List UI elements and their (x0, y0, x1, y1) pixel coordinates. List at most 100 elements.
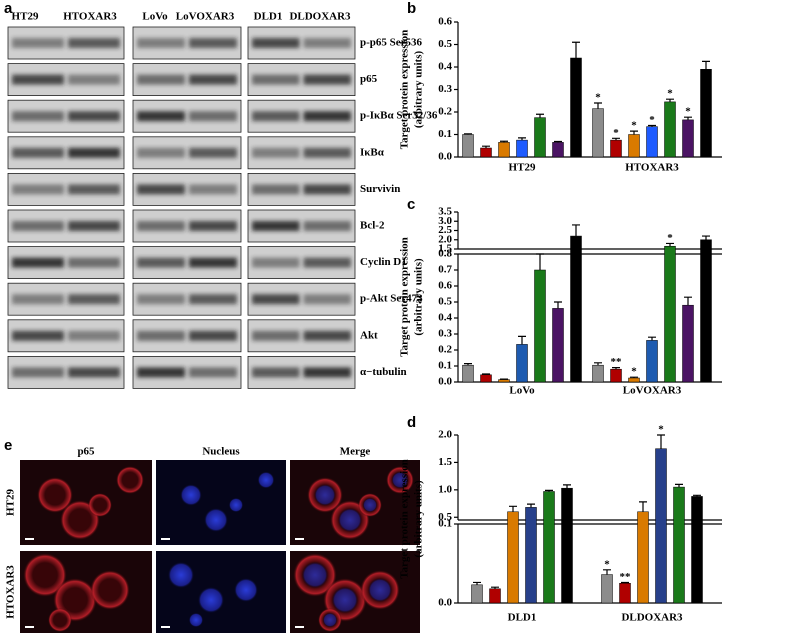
bar (592, 364, 604, 383)
blot-band (189, 221, 237, 231)
y-tick-label: 0.3 (438, 83, 452, 95)
lane-label: LoVOXAR3 (176, 11, 235, 23)
nucleus-stain (234, 578, 258, 602)
y-tick-label: 0.1 (438, 518, 452, 530)
cell-stain (90, 570, 130, 610)
error-bar (482, 373, 490, 375)
blot-band (252, 147, 300, 158)
error-bar (536, 113, 544, 118)
error-bar (666, 242, 674, 247)
protein-label: p-IκBα Ser32/36 (360, 110, 438, 122)
error-bar (666, 98, 674, 102)
bar (498, 379, 510, 383)
x-tick-label: LoVOXAR3 (623, 385, 682, 397)
nucleus-stain (188, 612, 204, 628)
significance-mark: ** (620, 571, 632, 583)
x-tick-label: DLDOXAR3 (621, 612, 683, 624)
bar (516, 344, 528, 383)
bar (700, 239, 712, 383)
lane-label: HTOXAR3 (63, 11, 117, 23)
nucleus-stain (257, 471, 275, 489)
error-bar (603, 569, 611, 575)
panel-letter: c (407, 196, 415, 213)
bar (570, 57, 582, 158)
y-tick-label: 0.4 (438, 61, 452, 73)
error-bar (612, 137, 620, 141)
error-bar (563, 484, 571, 489)
significance-mark: * (631, 366, 637, 378)
cell-stain (116, 466, 144, 494)
bar (489, 588, 501, 604)
blot-band (252, 184, 300, 195)
nucleus-stain (197, 586, 225, 614)
blot-band (12, 147, 64, 158)
blot-band (189, 294, 237, 305)
bar (691, 496, 703, 604)
error-bar (594, 362, 602, 366)
bar (462, 134, 474, 158)
blot-band (252, 367, 300, 378)
cell-stain (37, 477, 73, 513)
blot-band (252, 330, 300, 341)
y-tick-label: 1.0 (438, 483, 452, 495)
bar (534, 117, 546, 158)
error-bar (648, 124, 656, 127)
bar (552, 142, 564, 158)
y-tick-label: 0.1 (438, 360, 452, 372)
y-tick-label: 3.5 (438, 206, 452, 218)
y-tick-label: 3.0 (438, 215, 452, 227)
x-tick-label: LoVo (509, 385, 535, 397)
blot-band (189, 38, 237, 48)
blot-band (252, 221, 300, 231)
error-bar (594, 102, 602, 109)
error-bar (621, 581, 629, 584)
y-tick-label: 0.0 (438, 376, 452, 388)
bar (480, 147, 492, 158)
fluorescence-images: p65 Nucleus Merge HT29 HTOXAR3 (5, 446, 420, 633)
nucleus-stain (180, 484, 202, 506)
protein-label: Survivin (360, 183, 400, 195)
protein-label: Cyclin D1 (360, 256, 407, 268)
y-tick-label: 0.0 (438, 151, 452, 163)
bar (619, 583, 631, 604)
blot-band (189, 184, 237, 195)
cell-stain (48, 608, 72, 632)
panel-letter: a (4, 0, 13, 17)
blot-band (68, 38, 120, 48)
bar (507, 511, 519, 604)
cell-stain (23, 553, 67, 597)
blot-band (68, 294, 120, 305)
y-tick-label: 0.5 (438, 296, 452, 308)
error-bar (684, 116, 692, 120)
y-tick-label: 2.0 (438, 233, 452, 245)
lane-label: DLDOXAR3 (289, 11, 351, 23)
y-axis-title: (arbitrary units) (413, 480, 425, 558)
blot-band (137, 111, 185, 122)
lane-label: LoVo (142, 11, 168, 23)
bar (664, 245, 676, 383)
error-bar (657, 434, 665, 449)
blot-band (68, 330, 120, 341)
blot-band (189, 111, 237, 122)
protein-label: IκBα (360, 146, 385, 158)
nucleus-stain (331, 586, 359, 614)
error-bar (702, 235, 710, 240)
y-tick-label: 0.5 (438, 38, 452, 50)
blot-band (303, 294, 351, 305)
y-axis-title: Target protein expression (399, 459, 411, 579)
blot-band (137, 184, 185, 195)
blot-band (12, 221, 64, 231)
cell-stain (88, 493, 112, 517)
significance-mark: * (649, 114, 655, 126)
bar (516, 139, 528, 158)
blot-band (68, 147, 120, 158)
error-bar (639, 501, 647, 512)
bar (534, 269, 546, 383)
y-tick-label: 0.8 (438, 248, 452, 260)
error-bar (572, 224, 580, 237)
blot-band (303, 184, 351, 195)
blot-band (12, 74, 64, 85)
significance-mark: * (667, 88, 673, 100)
bar (462, 364, 474, 383)
